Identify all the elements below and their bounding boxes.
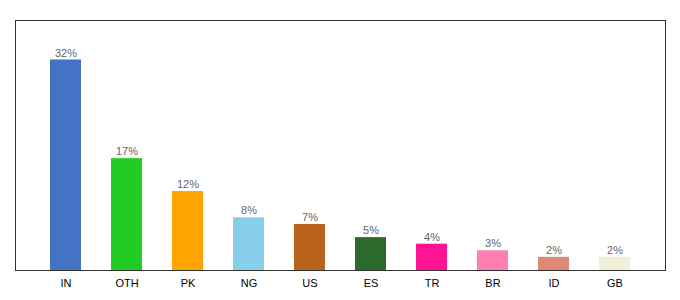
svg-text:OTH: OTH	[115, 277, 138, 289]
svg-text:3%: 3%	[485, 237, 501, 249]
svg-text:12%: 12%	[177, 178, 199, 190]
svg-text:NG: NG	[241, 277, 258, 289]
svg-text:GB: GB	[607, 277, 623, 289]
svg-text:US: US	[302, 277, 317, 289]
svg-text:32%: 32%	[55, 46, 77, 58]
svg-text:BR: BR	[485, 277, 500, 289]
svg-text:IN: IN	[61, 277, 72, 289]
svg-text:ES: ES	[364, 277, 379, 289]
svg-text:PK: PK	[181, 277, 196, 289]
svg-text:4%: 4%	[424, 231, 440, 243]
svg-text:8%: 8%	[241, 204, 257, 216]
svg-text:17%: 17%	[116, 145, 138, 157]
svg-text:TR: TR	[425, 277, 440, 289]
svg-text:ID: ID	[549, 277, 560, 289]
svg-text:2%: 2%	[546, 244, 562, 256]
svg-text:7%: 7%	[302, 211, 318, 223]
svg-text:5%: 5%	[363, 224, 379, 236]
svg-text:2%: 2%	[607, 244, 623, 256]
